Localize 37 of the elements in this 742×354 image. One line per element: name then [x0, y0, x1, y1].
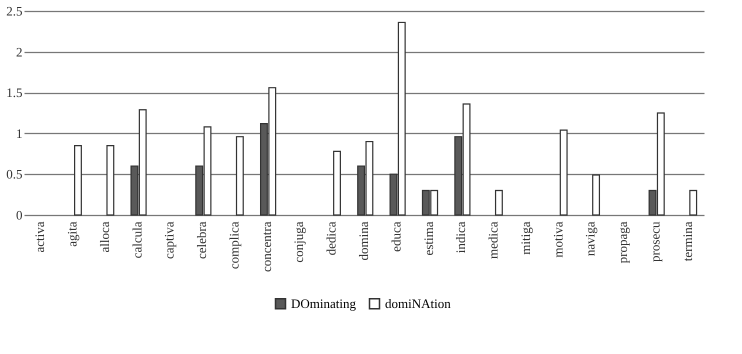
x-tick-label: prosecu	[647, 221, 662, 262]
x-tick-label: termina	[680, 221, 695, 262]
x-tick-label: dedica	[324, 221, 339, 256]
y-tick-label: 1	[16, 126, 22, 141]
y-tick-label: 0	[16, 208, 22, 222]
y-tick-label: 2	[16, 44, 22, 60]
x-tick-label: celebra	[194, 221, 210, 260]
x-tick-label: domina	[356, 221, 371, 260]
x-tick-label: indica	[453, 221, 468, 254]
bar	[106, 145, 114, 216]
bar	[494, 190, 503, 216]
bar	[236, 136, 244, 216]
x-tick-label: naviga	[582, 221, 598, 256]
y-tick-label: 1.5	[6, 85, 22, 100]
legend-label: DOminating	[291, 296, 356, 311]
x-tick-label: motiva	[550, 221, 566, 258]
legend-label: domiNAtion	[385, 296, 452, 311]
bar	[333, 150, 341, 216]
x-tick-label: complica	[226, 221, 242, 270]
y-tick-label: 2.5	[6, 4, 22, 18]
x-tick-label: captiva	[162, 221, 177, 260]
y-tick-label: 0.5	[6, 166, 22, 182]
x-tick-label: estima	[420, 221, 436, 256]
x-tick-label: alloca	[96, 221, 112, 253]
x-tick-label: educa	[388, 221, 404, 252]
x-tick-label: concentra	[258, 221, 274, 272]
x-tick-label: conjuga	[291, 221, 306, 263]
x-tick-label: medica	[486, 221, 501, 260]
x-tick-label: activa	[32, 221, 48, 253]
bar	[74, 145, 82, 216]
x-tick-label: calcula	[129, 221, 144, 258]
bar	[689, 190, 698, 216]
bar	[592, 174, 600, 216]
x-tick-label: agita	[64, 221, 80, 247]
x-tick-label: mitiga	[518, 221, 533, 255]
x-tick-label: propaga	[615, 221, 630, 264]
bar	[560, 130, 568, 216]
